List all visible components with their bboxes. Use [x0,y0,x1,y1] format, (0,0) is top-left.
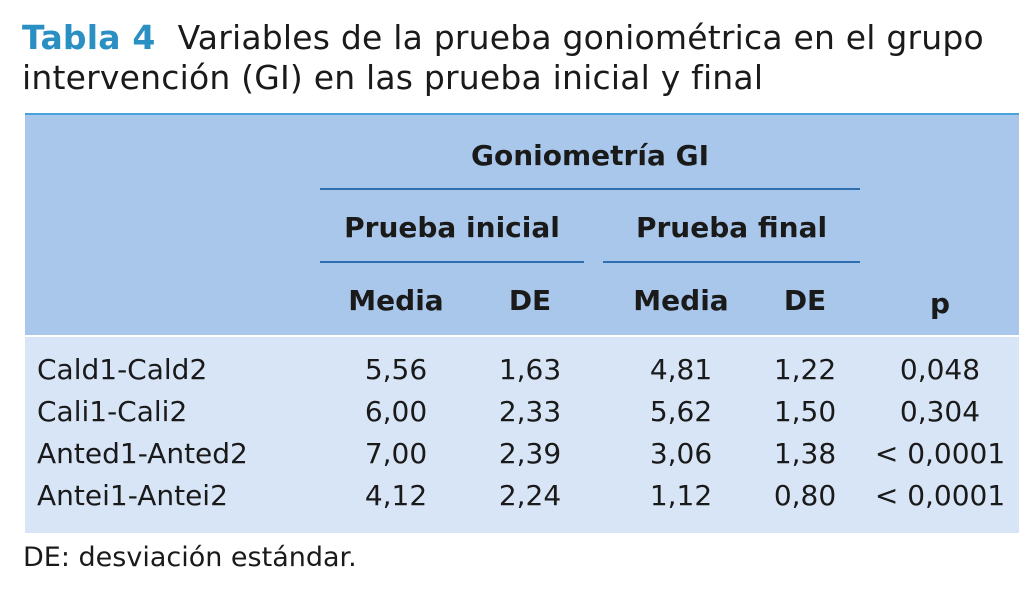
media-inicial-cell: 7,00 [364,437,428,470]
group-header: Goniometría GI [471,139,709,172]
row-label: Antei1-Antei2 [37,479,228,512]
caption-number: Tabla 4 [22,18,156,57]
de-final-cell: 0,80 [773,479,837,512]
media-final-cell: 5,62 [649,395,713,428]
data-table: Goniometría GI Prueba inicial Prueba fin… [25,113,1019,533]
de-final-cell: 1,22 [773,353,837,386]
p-value-cell: < 0,0001 [874,437,1006,470]
p-value-cell: 0,304 [899,395,981,428]
media-final-cell: 3,06 [649,437,713,470]
col-header-p: p [929,287,951,320]
de-inicial-cell: 1,63 [498,353,562,386]
media-final-cell: 4,81 [649,353,713,386]
subheader-rule-final [603,261,860,263]
media-inicial-cell: 4,12 [364,479,428,512]
table-footnote: DE: desviación estándar. [23,542,357,573]
group-header-rule [320,188,860,190]
p-value-cell: 0,048 [899,353,981,386]
row-label: Cali1-Cali2 [37,395,188,428]
col-header-media-final: Media [633,284,729,317]
media-inicial-cell: 5,56 [364,353,428,386]
subheader-rule-inicial [320,261,584,263]
subheader-prueba-inicial: Prueba inicial [344,211,560,244]
row-label: Anted1-Anted2 [37,437,248,470]
media-inicial-cell: 6,00 [364,395,428,428]
col-header-media-inicial: Media [348,284,444,317]
media-final-cell: 1,12 [649,479,713,512]
row-label: Cald1-Cald2 [37,353,208,386]
de-inicial-cell: 2,39 [498,437,562,470]
de-inicial-cell: 2,33 [498,395,562,428]
de-final-cell: 1,50 [773,395,837,428]
table-body: Cald1-Cald2 5,56 1,63 4,81 1,22 0,048 Ca… [25,337,1019,533]
subheader-prueba-final: Prueba final [635,211,828,244]
col-header-de-final: DE [783,284,827,317]
caption-title-line-1: Variables de la prueba goniométrica en e… [177,18,984,57]
de-inicial-cell: 2,24 [498,479,562,512]
de-final-cell: 1,38 [773,437,837,470]
caption-line-1: Tabla 4 Variables de la prueba goniométri… [22,18,1022,58]
col-header-de-inicial: DE [508,284,552,317]
table-caption: Tabla 4 Variables de la prueba goniométri… [22,18,1022,98]
p-value-cell: < 0,0001 [874,479,1006,512]
table-header: Goniometría GI Prueba inicial Prueba fin… [25,115,1019,335]
caption-title-line-2: intervención (GI) en las prueba inicial … [22,58,764,97]
